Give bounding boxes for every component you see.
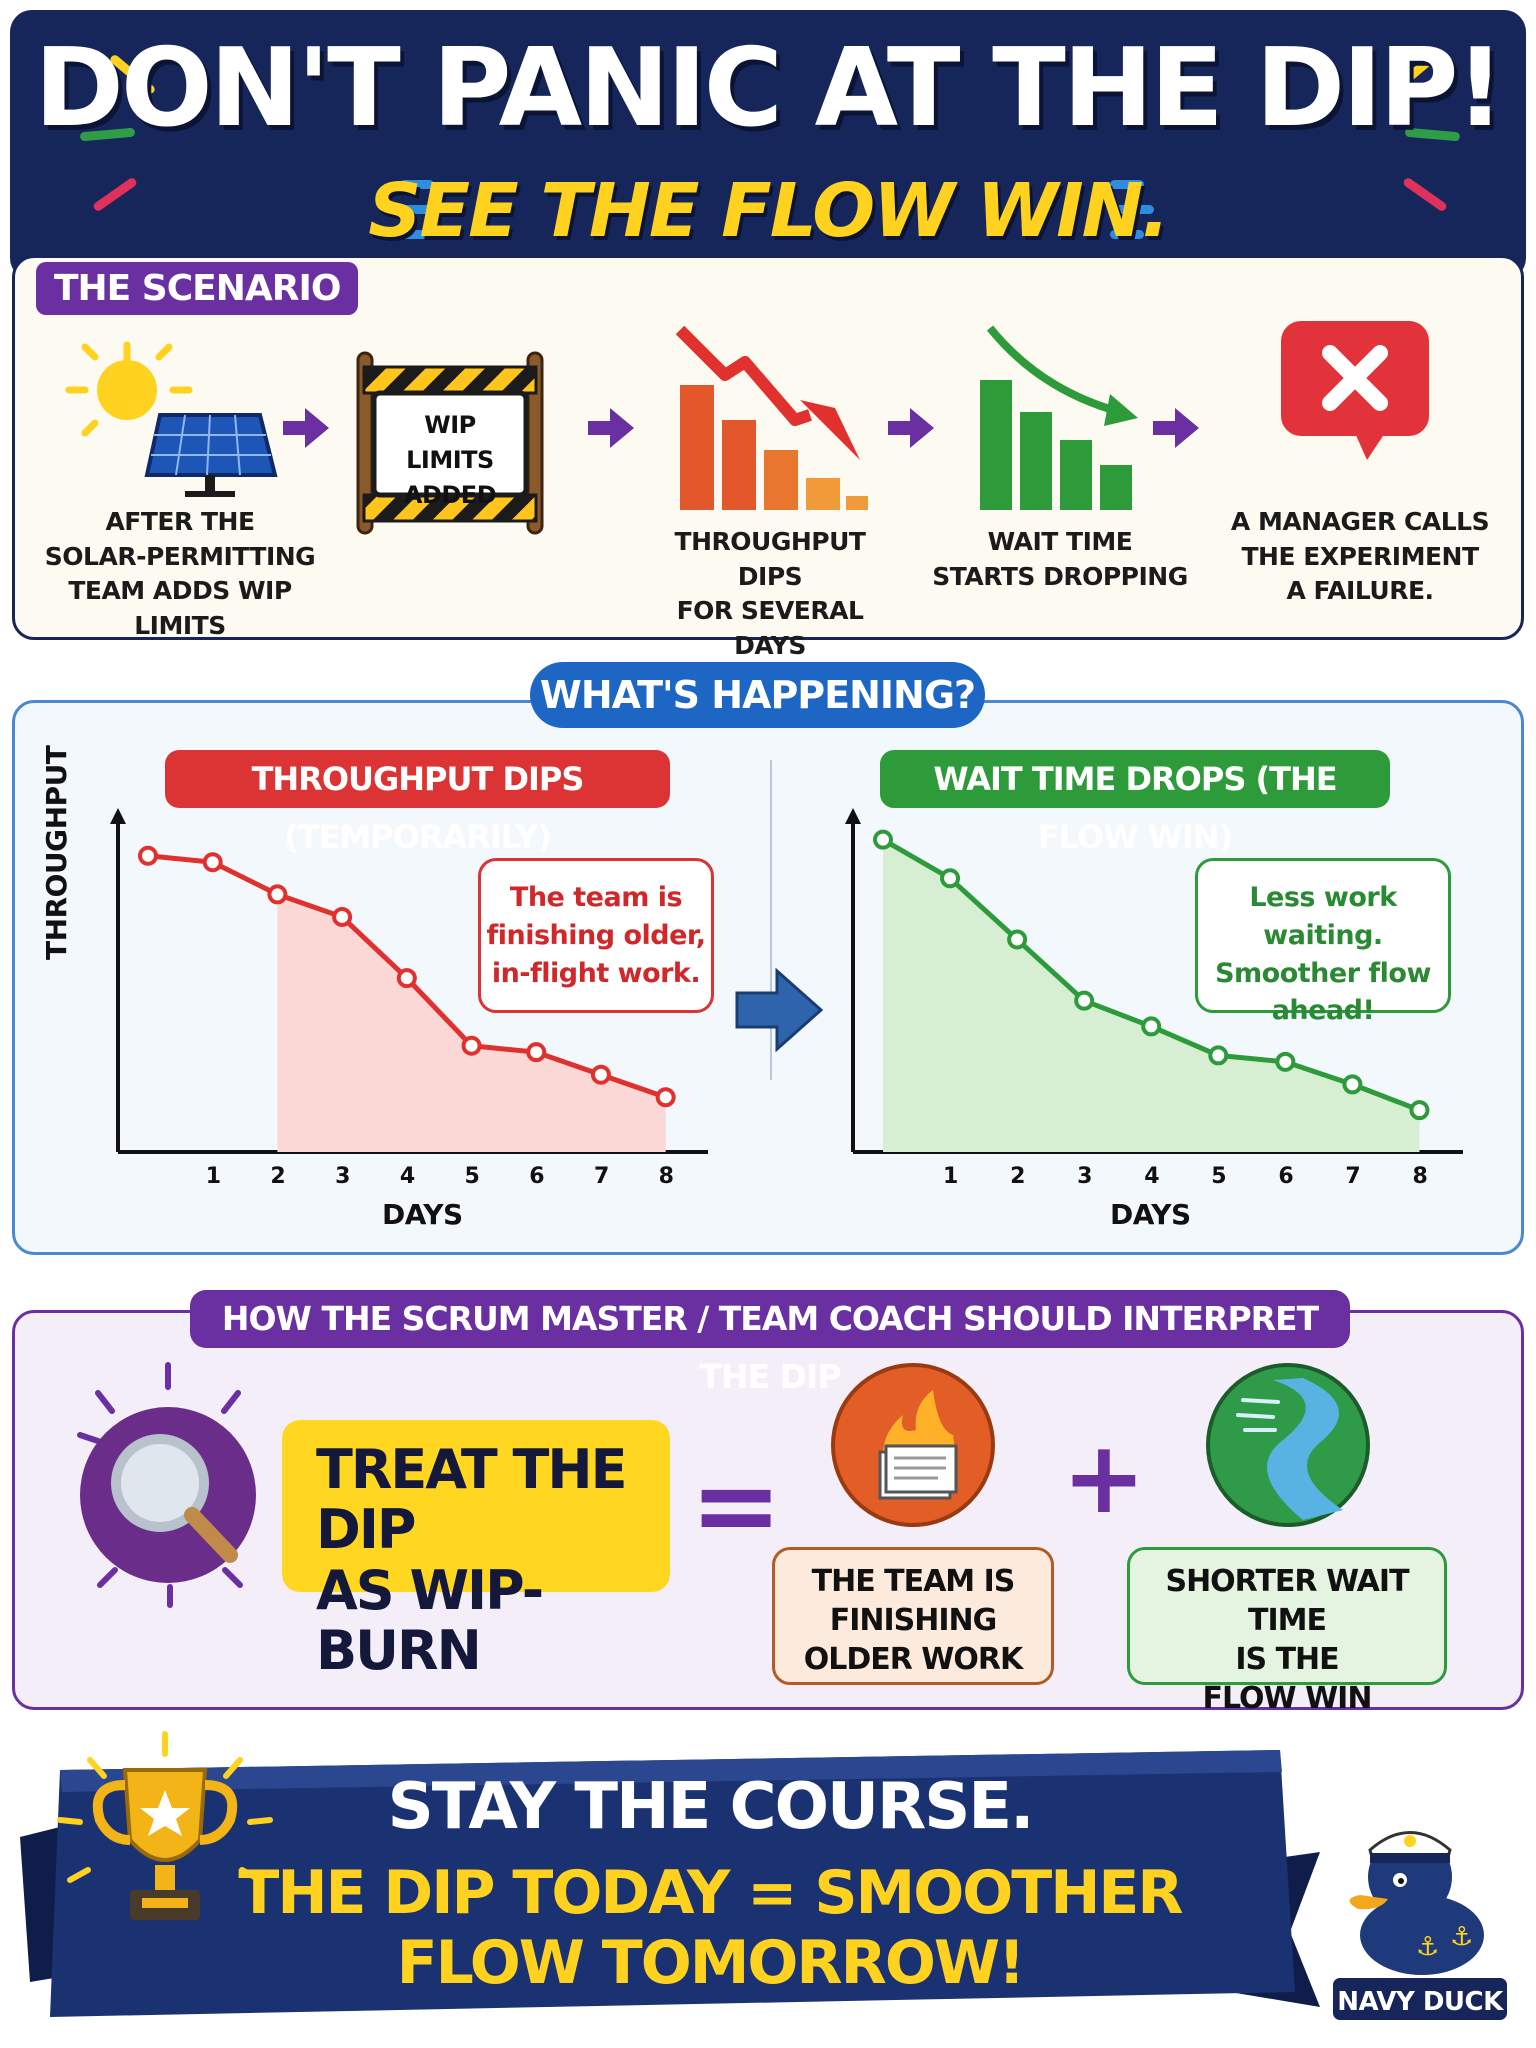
wait-time-tick-label: 8 xyxy=(1412,1164,1428,1189)
burst-ray-decoration xyxy=(400,180,434,189)
header-banner: DON'T PANIC AT THE DIP! SEE THE FLOW WIN… xyxy=(10,10,1526,280)
throughput-point-8 xyxy=(655,1087,676,1108)
wait-time-note: Less work waiting. Smoother flow ahead! xyxy=(1195,858,1451,1026)
throughput-y-axis-arrow xyxy=(110,808,126,824)
interpret-tag: HOW THE SCRUM MASTER / TEAM COACH SHOULD… xyxy=(190,1290,1350,1396)
throughput-point-0 xyxy=(138,845,158,866)
wait-time-x-label: DAYS xyxy=(1110,1198,1191,1231)
wait-time-tick-label: 4 xyxy=(1144,1164,1160,1189)
burst-ray-decoration xyxy=(1110,180,1144,189)
throughput-chart-tag: THROUGHPUT DIPS (TEMPORARILY) xyxy=(165,750,670,856)
wait-time-y-axis-arrow xyxy=(845,808,861,824)
green-bars-icon xyxy=(980,325,1138,510)
solar-panel-icon xyxy=(65,341,278,497)
result-older-work-box: THE TEAM IS FINISHING OLDER WORK xyxy=(772,1547,1054,1685)
result-flow-win-box: SHORTER WAIT TIME IS THE FLOW WIN xyxy=(1127,1547,1447,1716)
plus-sign: + xyxy=(1062,1419,1146,1536)
throughput-x-label: DAYS xyxy=(382,1198,463,1231)
arrow-right-icon xyxy=(1153,408,1199,448)
svg-text:⚓: ⚓ xyxy=(1450,1922,1473,1952)
burning-papers-icon xyxy=(831,1363,995,1527)
brand-label: NAVY DUCK xyxy=(1330,1975,1510,2023)
throughput-tick-label: 6 xyxy=(529,1164,545,1189)
wait-time-area xyxy=(883,839,1420,1152)
throughput-point-4 xyxy=(396,968,417,989)
treat-dip-box: TREAT THE DIP AS WIP-BURN xyxy=(282,1420,670,1681)
throughput-point-1 xyxy=(202,852,223,873)
throughput-area xyxy=(277,894,666,1152)
wait-time-point-5 xyxy=(1208,1045,1229,1066)
equals-sign: = xyxy=(690,1441,783,1569)
wait-time-point-8 xyxy=(1409,1100,1430,1121)
throughput-point-2 xyxy=(267,884,288,905)
arrow-right-icon xyxy=(588,408,634,448)
burst-ray-decoration xyxy=(1110,205,1154,214)
scenario-tag: THE SCENARIO xyxy=(36,262,359,315)
throughput-tick-label: 8 xyxy=(658,1164,674,1189)
footer-line-1: STAY THE COURSE. xyxy=(387,1770,1035,1844)
scenario-step-caption: WAIT TIME STARTS DROPPING xyxy=(932,527,1188,591)
x-speech-bubble-icon xyxy=(1281,321,1429,460)
sub-title: SEE THE FLOW WIN. xyxy=(368,168,1169,254)
trophy-icon xyxy=(57,1731,273,1920)
throughput-tick-label: 7 xyxy=(593,1164,610,1189)
throughput-tick-label: 5 xyxy=(464,1164,480,1189)
throughput-tick-label: 1 xyxy=(205,1164,222,1189)
arrow-right-icon xyxy=(735,967,824,1053)
throughput-point-5 xyxy=(461,1035,482,1056)
wait-time-point-7 xyxy=(1342,1074,1363,1095)
wait-time-point-3 xyxy=(1074,990,1095,1011)
burst-ray-decoration xyxy=(1110,230,1144,239)
scenario-step-caption: AFTER THE SOLAR-PERMITTING TEAM ADDS WIP… xyxy=(44,507,316,640)
wait-time-point-1 xyxy=(940,868,961,889)
navy-duck-mascot: ⚓ ⚓ xyxy=(1349,1831,1484,1975)
wait-time-point-6 xyxy=(1275,1051,1296,1072)
throughput-point-7 xyxy=(590,1064,611,1085)
wait-time-point-0 xyxy=(873,829,893,850)
scenario-step-caption: THROUGHPUT DIPS FOR SEVERAL DAYS xyxy=(674,527,866,660)
throughput-note: The team is finishing older, in-flight w… xyxy=(478,858,714,1013)
wait-time-tick-label: 2 xyxy=(1010,1164,1026,1189)
footer-banner xyxy=(20,1750,1320,2017)
throughput-point-3 xyxy=(332,906,353,927)
wait-time-tick-label: 5 xyxy=(1211,1164,1227,1189)
wait-time-chart-tag: WAIT TIME DROPS (THE FLOW WIN) xyxy=(880,750,1390,856)
throughput-point-6 xyxy=(526,1042,547,1063)
throughput-tick-label: 4 xyxy=(399,1164,416,1189)
chart-divider xyxy=(770,760,772,1080)
throughput-tick-label: 2 xyxy=(270,1164,286,1189)
river-flow-icon xyxy=(1206,1363,1370,1527)
magnifier-icon xyxy=(77,1362,256,1608)
wait-time-point-4 xyxy=(1141,1016,1162,1037)
main-title: DON'T PANIC AT THE DIP! xyxy=(34,26,1505,151)
throughput-y-label: THROUGHPUT xyxy=(40,745,73,960)
wait-time-point-2 xyxy=(1007,929,1028,950)
footer-line-2: THE DIP TODAY = SMOOTHER FLOW TOMORROW! xyxy=(238,1858,1183,1998)
arrow-right-icon xyxy=(888,408,934,448)
declining-bars-icon xyxy=(675,325,868,510)
arrow-right-icon xyxy=(283,408,329,448)
burst-ray-decoration xyxy=(390,205,434,214)
wait-time-tick-label: 6 xyxy=(1278,1164,1294,1189)
burst-ray-decoration xyxy=(400,230,434,239)
scenario-step-caption: A MANAGER CALLS THE EXPERIMENT A FAILURE… xyxy=(1230,507,1490,605)
wait-time-tick-label: 1 xyxy=(943,1164,959,1189)
construction-sign-icon xyxy=(356,351,544,535)
svg-text:⚓: ⚓ xyxy=(1416,1932,1439,1962)
wip-sign-text: WIP LIMITS ADDED xyxy=(403,411,497,509)
charts-svg xyxy=(110,808,1463,1154)
wait-time-tick-label: 7 xyxy=(1345,1164,1361,1189)
wait-time-tick-label: 3 xyxy=(1077,1164,1093,1189)
throughput-tick-label: 3 xyxy=(335,1164,351,1189)
whats-happening-tag: WHAT'S HAPPENING? xyxy=(530,662,985,728)
